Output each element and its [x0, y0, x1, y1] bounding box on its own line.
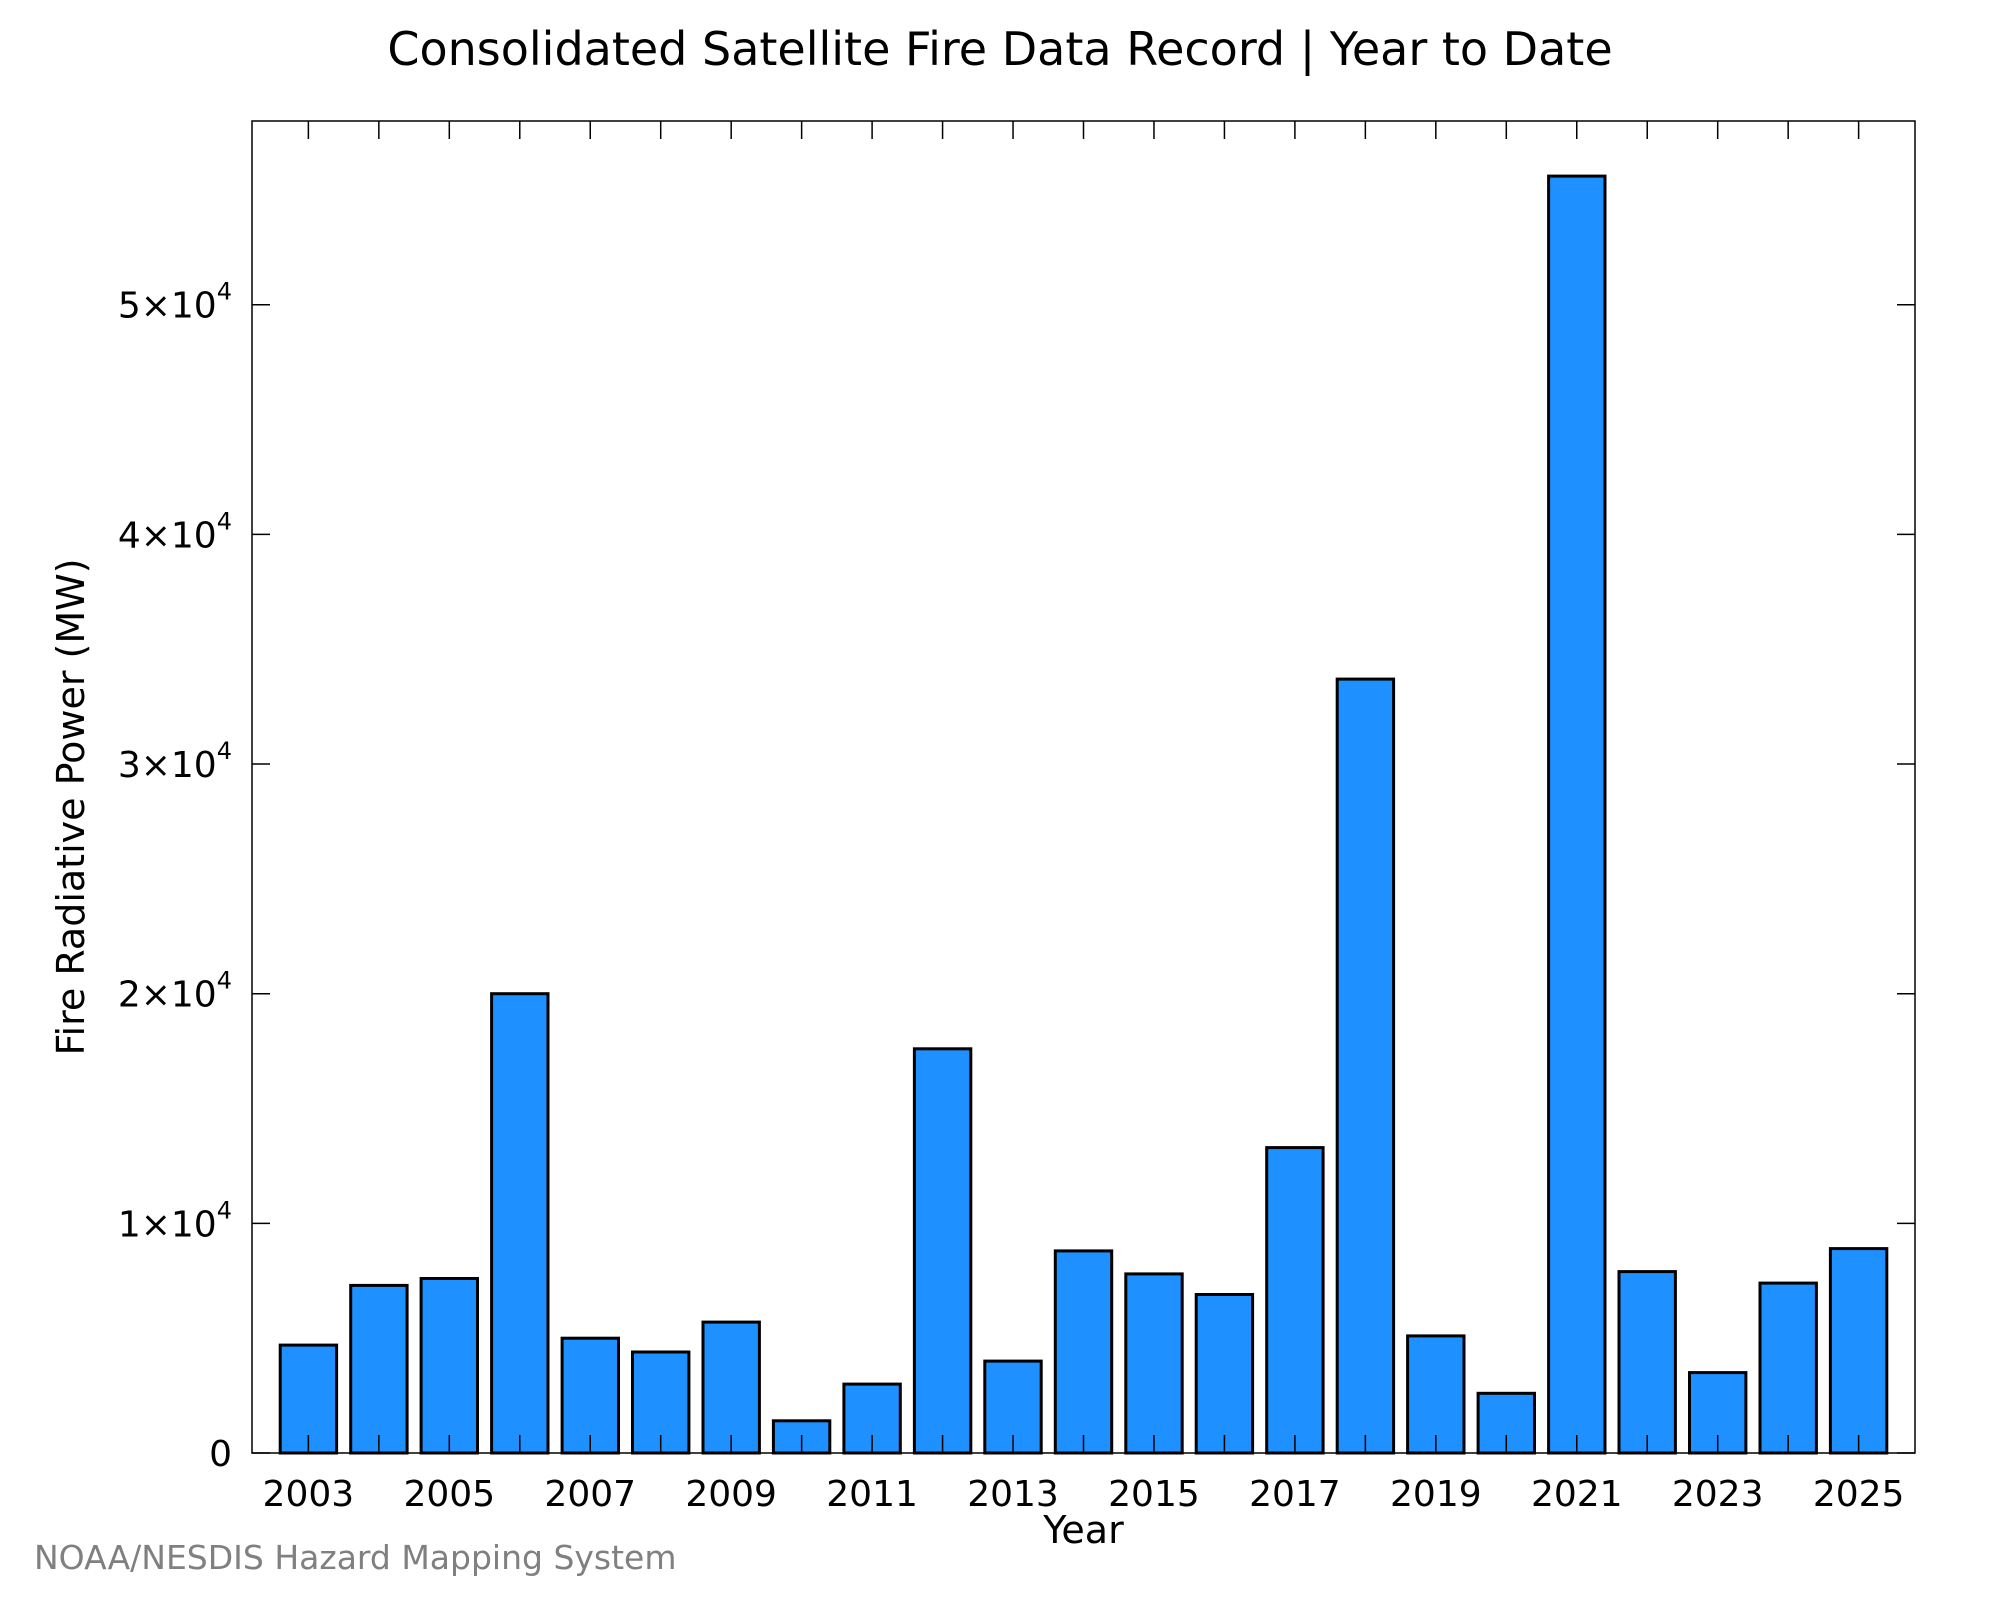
bar-2024 — [1758, 1281, 1818, 1455]
y-tick-label: 1×104 — [118, 1196, 232, 1245]
x-axis-label: Year — [1042, 1508, 1124, 1552]
bar-2016 — [1194, 1293, 1255, 1455]
x-tick-label: 2011 — [826, 1474, 918, 1515]
bars-group — [278, 174, 1889, 1455]
y-tick-label: 0 — [209, 1434, 232, 1475]
x-tick-label: 2015 — [1108, 1474, 1200, 1515]
x-tick-label: 2009 — [685, 1474, 777, 1515]
x-tick-label: 2023 — [1672, 1474, 1764, 1515]
x-tick-label: 2017 — [1249, 1474, 1341, 1515]
y-axis: 0 1×104 2×104 3×104 4×104 5×104 — [118, 278, 1915, 1475]
y-tick-label: 4×104 — [118, 507, 232, 556]
y-axis-label: Fire Radiative Power (MW) — [49, 558, 93, 1055]
bar-2021 — [1547, 174, 1607, 1455]
bar-2015 — [1124, 1272, 1184, 1455]
bar-2005 — [419, 1277, 480, 1455]
bar-2004 — [349, 1283, 409, 1455]
chart-title: Consolidated Satellite Fire Data Record … — [387, 22, 1613, 76]
bar-2018 — [1335, 677, 1396, 1455]
x-tick-label: 2005 — [403, 1474, 495, 1515]
x-tick-label: 2025 — [1813, 1474, 1905, 1515]
y-tick-label: 2×104 — [118, 967, 232, 1016]
bar-2025 — [1828, 1247, 1889, 1455]
bar-2012 — [912, 1047, 973, 1455]
bar-2014 — [1053, 1249, 1114, 1455]
bar-2006 — [490, 992, 550, 1455]
bar-2022 — [1617, 1270, 1677, 1455]
x-tick-label: 2007 — [544, 1474, 636, 1515]
x-tick-label: 2021 — [1531, 1474, 1623, 1515]
bar-2007 — [560, 1336, 620, 1455]
bar-2009 — [701, 1320, 761, 1455]
x-tick-label: 2019 — [1390, 1474, 1482, 1515]
source-credit: NOAA/NESDIS Hazard Mapping System — [34, 1538, 677, 1577]
y-tick-label: 5×104 — [118, 278, 232, 327]
bar-2017 — [1265, 1146, 1325, 1455]
x-tick-label: 2013 — [967, 1474, 1059, 1515]
x-axis: 2003 2005 2007 2009 2011 2013 2015 2017 2019 2021… — [263, 121, 1905, 1515]
y-tick-label: 3×104 — [118, 737, 232, 786]
bar-2020 — [1476, 1391, 1536, 1455]
x-tick-label: 2003 — [263, 1474, 355, 1515]
bar-2019 — [1406, 1334, 1466, 1455]
